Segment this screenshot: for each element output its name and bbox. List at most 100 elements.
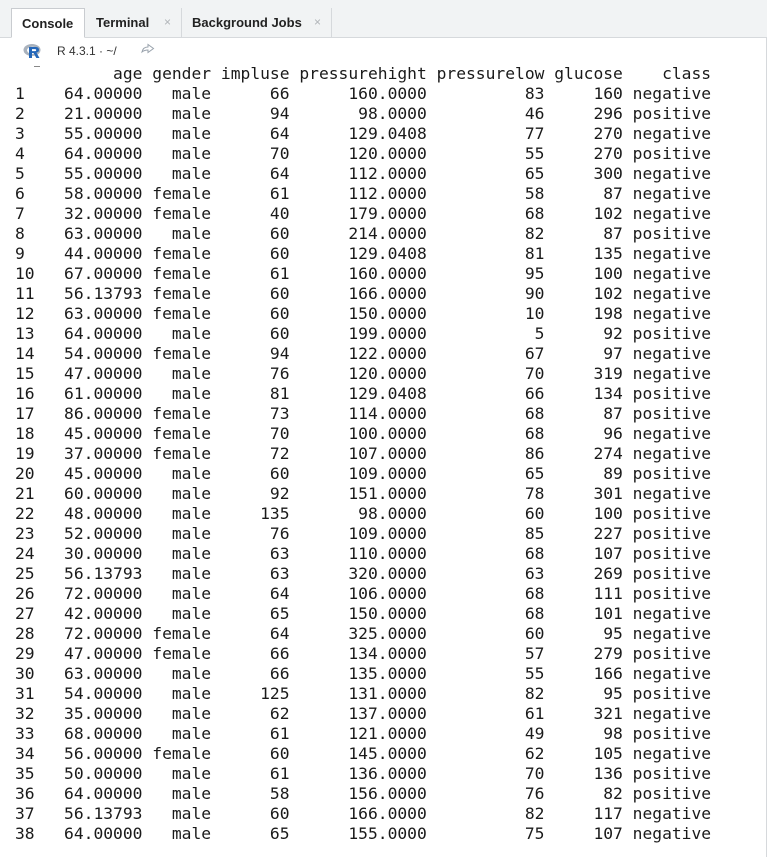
tab-bar: Console Terminal × Background Jobs × bbox=[0, 0, 767, 38]
row-name: 26 bbox=[15, 584, 55, 603]
cell-pressurelow: 10 bbox=[436, 304, 545, 323]
cell-pressurelow: 60 bbox=[436, 624, 545, 643]
table-row: 24 30.00000 male 63 110.0000 68 107 posi… bbox=[15, 544, 711, 563]
cell-age: 64.00000 bbox=[64, 824, 143, 843]
cell-gender: male bbox=[152, 804, 212, 823]
cell-pressurelow: 76 bbox=[436, 784, 545, 803]
cell-age: 63.00000 bbox=[64, 224, 143, 243]
cell-class: negative bbox=[632, 824, 712, 843]
cell-pressurelow: 55 bbox=[436, 144, 545, 163]
table-row: 31 54.00000 male 125 131.0000 82 95 posi… bbox=[15, 684, 711, 703]
cell-age: 21.00000 bbox=[64, 104, 143, 123]
cell-age: 56.13793 bbox=[64, 804, 143, 823]
cell-class: negative bbox=[632, 344, 712, 363]
cell-pressurelow: 68 bbox=[436, 404, 545, 423]
r-version: R 4.3.1 bbox=[57, 44, 96, 58]
cell-pressurelow: 77 bbox=[436, 124, 545, 143]
cell-impluse: 60 bbox=[220, 304, 290, 323]
cell-gender: male bbox=[152, 224, 212, 243]
row-name: 6 bbox=[15, 184, 55, 203]
table-row: 27 42.00000 male 65 150.0000 68 101 nega… bbox=[15, 604, 711, 623]
cell-class: negative bbox=[632, 604, 712, 623]
cell-pressurehight: 107.0000 bbox=[299, 444, 427, 463]
cell-glucose: 111 bbox=[554, 584, 623, 603]
cell-pressurelow: 57 bbox=[436, 644, 545, 663]
cell-gender: female bbox=[152, 744, 212, 763]
cell-glucose: 301 bbox=[554, 484, 623, 503]
row-name: 37 bbox=[15, 804, 55, 823]
close-icon[interactable]: × bbox=[313, 15, 321, 29]
goto-directory-icon[interactable] bbox=[141, 43, 155, 55]
cell-pressurelow: 70 bbox=[436, 764, 545, 783]
cell-glucose: 87 bbox=[554, 224, 623, 243]
row-name: 34 bbox=[15, 744, 55, 763]
cell-age: 42.00000 bbox=[64, 604, 143, 623]
cell-impluse: 65 bbox=[220, 824, 290, 843]
cell-pressurelow: 46 bbox=[436, 104, 545, 123]
table-row: 5 55.00000 male 64 112.0000 65 300 negat… bbox=[15, 164, 711, 183]
row-name: 17 bbox=[15, 404, 55, 423]
cell-glucose: 135 bbox=[554, 244, 623, 263]
cell-impluse: 70 bbox=[220, 424, 290, 443]
cell-impluse: 66 bbox=[220, 84, 290, 103]
cell-age: 35.00000 bbox=[64, 704, 143, 723]
table-row: 3 55.00000 male 64 129.0408 77 270 negat… bbox=[15, 124, 711, 143]
cell-class: negative bbox=[632, 304, 712, 323]
cell-glucose: 296 bbox=[554, 104, 623, 123]
cell-class: negative bbox=[632, 284, 712, 303]
row-name: 38 bbox=[15, 824, 55, 843]
cell-pressurelow: 49 bbox=[436, 724, 545, 743]
cell-impluse: 125 bbox=[220, 684, 290, 703]
cell-gender: male bbox=[152, 764, 212, 783]
cell-age: 86.00000 bbox=[64, 404, 143, 423]
cell-impluse: 60 bbox=[220, 804, 290, 823]
cell-pressurehight: 135.0000 bbox=[299, 664, 427, 683]
cell-pressurehight: 100.0000 bbox=[299, 424, 427, 443]
cell-pressurehight: 151.0000 bbox=[299, 484, 427, 503]
cell-glucose: 227 bbox=[554, 524, 623, 543]
cell-pressurehight: 112.0000 bbox=[299, 184, 427, 203]
cell-impluse: 61 bbox=[220, 764, 290, 783]
close-icon[interactable]: × bbox=[163, 15, 171, 29]
cell-gender: male bbox=[152, 104, 212, 123]
cell-age: 37.00000 bbox=[64, 444, 143, 463]
cell-class: positive bbox=[632, 224, 712, 243]
cell-impluse: 64 bbox=[220, 124, 290, 143]
cell-gender: male bbox=[152, 84, 212, 103]
cell-class: positive bbox=[632, 464, 712, 483]
cell-pressurehight: 156.0000 bbox=[299, 784, 427, 803]
cell-pressurehight: 129.0408 bbox=[299, 244, 427, 263]
cell-impluse: 63 bbox=[220, 544, 290, 563]
tab-console[interactable]: Console bbox=[11, 8, 85, 38]
cell-class: positive bbox=[632, 584, 712, 603]
table-row: 33 68.00000 male 61 121.0000 49 98 posit… bbox=[15, 724, 711, 743]
row-name: 28 bbox=[15, 624, 55, 643]
cell-gender: male bbox=[152, 484, 212, 503]
cell-class: negative bbox=[632, 164, 712, 183]
cell-pressurelow: 63 bbox=[436, 564, 545, 583]
cell-class: positive bbox=[632, 404, 712, 423]
cell-pressurelow: 58 bbox=[436, 184, 545, 203]
tab-background-jobs[interactable]: Background Jobs × bbox=[182, 8, 332, 38]
column-header-gender: gender bbox=[152, 64, 212, 83]
table-row: 9 44.00000 female 60 129.0408 81 135 neg… bbox=[15, 244, 711, 263]
cell-class: negative bbox=[632, 84, 712, 103]
cell-class: negative bbox=[632, 744, 712, 763]
row-name: 36 bbox=[15, 784, 55, 803]
tab-terminal[interactable]: Terminal × bbox=[86, 8, 182, 38]
cell-pressurehight: 214.0000 bbox=[299, 224, 427, 243]
cell-impluse: 61 bbox=[220, 264, 290, 283]
row-name: 24 bbox=[15, 544, 55, 563]
console-output[interactable]: age gender impluse pressurehight pressur… bbox=[0, 64, 767, 857]
cell-glucose: 274 bbox=[554, 444, 623, 463]
cell-class: negative bbox=[632, 664, 712, 683]
cell-glucose: 89 bbox=[554, 464, 623, 483]
cell-age: 32.00000 bbox=[64, 204, 143, 223]
cell-glucose: 117 bbox=[554, 804, 623, 823]
cell-pressurehight: 129.0408 bbox=[299, 124, 427, 143]
row-name: 2 bbox=[15, 104, 55, 123]
row-name: 7 bbox=[15, 204, 55, 223]
cell-pressurehight: 320.0000 bbox=[299, 564, 427, 583]
cell-class: positive bbox=[632, 104, 712, 123]
cell-pressurehight: 106.0000 bbox=[299, 584, 427, 603]
